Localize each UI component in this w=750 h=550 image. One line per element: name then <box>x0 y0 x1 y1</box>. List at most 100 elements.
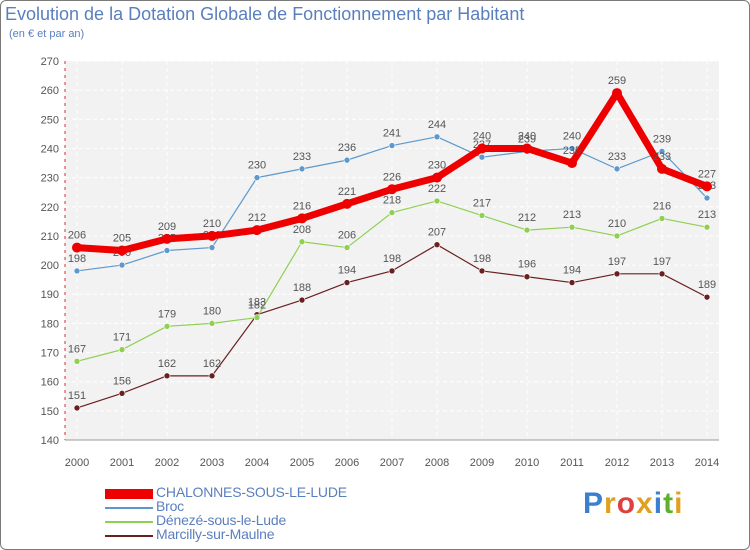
data-point <box>208 244 216 251</box>
chart-subtitle: (en € et par an) <box>9 28 85 40</box>
data-point <box>118 390 126 397</box>
data-label: 156 <box>113 375 131 387</box>
data-point <box>342 198 352 209</box>
data-label: 213 <box>698 209 716 221</box>
data-label: 194 <box>338 265 356 277</box>
data-label: 216 <box>293 200 311 212</box>
y-tick-label: 190 <box>41 289 59 301</box>
data-point <box>432 172 442 183</box>
data-label: 218 <box>383 195 401 207</box>
data-point <box>162 233 172 244</box>
data-point <box>522 143 532 154</box>
data-label: 236 <box>338 142 356 154</box>
y-tick-label: 220 <box>41 202 59 214</box>
data-point <box>433 133 441 141</box>
data-label: 198 <box>68 253 86 265</box>
data-point <box>478 212 486 219</box>
logo-letter: o <box>616 487 637 520</box>
data-point <box>73 404 81 412</box>
x-tick-label: 2006 <box>335 457 359 469</box>
data-point <box>253 174 261 181</box>
data-label: 207 <box>428 227 446 239</box>
logo-letter: i <box>674 487 684 520</box>
x-tick-label: 2004 <box>245 457 269 469</box>
data-label: 240 <box>563 130 581 142</box>
data-point <box>658 215 666 222</box>
data-point <box>207 230 217 241</box>
data-point <box>343 156 351 164</box>
legend-label: Dénezé-sous-le-Lude <box>156 512 287 528</box>
x-tick-label: 2007 <box>380 457 404 469</box>
data-label: 240 <box>473 130 491 142</box>
data-point <box>478 267 486 275</box>
data-point <box>658 270 666 278</box>
data-label: 259 <box>608 75 626 87</box>
y-tick-label: 200 <box>41 260 59 272</box>
x-tick-label: 2010 <box>515 457 539 469</box>
data-point <box>118 346 126 353</box>
data-label: 197 <box>653 256 671 268</box>
data-point <box>612 88 622 99</box>
data-label: 196 <box>518 259 536 271</box>
y-tick-label: 250 <box>41 114 59 126</box>
data-point <box>343 279 351 286</box>
data-label: 230 <box>428 160 446 172</box>
data-label: 188 <box>293 282 311 294</box>
x-tick-label: 2003 <box>200 457 224 469</box>
legend-label: Broc <box>156 498 184 514</box>
data-label: 182 <box>248 300 266 312</box>
data-label: 239 <box>653 133 671 145</box>
legend-label: CHALONNES-SOUS-LE-LUDE <box>156 484 347 500</box>
data-label: 162 <box>203 358 221 370</box>
data-point <box>388 267 396 275</box>
data-label: 240 <box>518 130 536 142</box>
data-label: 216 <box>653 200 671 212</box>
proxiti-logo: Proxiti <box>583 487 683 521</box>
data-point <box>658 148 666 155</box>
data-label: 206 <box>338 230 356 242</box>
data-point <box>568 145 576 152</box>
data-label: 233 <box>608 151 626 163</box>
data-point <box>433 241 441 248</box>
data-label: 194 <box>563 265 581 277</box>
y-tick-label: 180 <box>41 318 59 330</box>
data-label: 209 <box>158 221 176 233</box>
data-label: 227 <box>698 168 716 180</box>
data-label: 233 <box>653 151 671 163</box>
x-tick-label: 2009 <box>470 457 494 469</box>
data-label: 241 <box>383 128 401 140</box>
data-point <box>523 273 531 281</box>
data-point <box>433 197 441 205</box>
data-label: 213 <box>563 209 581 221</box>
data-point <box>298 238 306 246</box>
chart-title: Evolution de la Dotation Globale de Fonc… <box>5 4 525 24</box>
logo-letter: r <box>604 487 617 520</box>
data-point <box>298 165 306 173</box>
data-point <box>117 245 127 256</box>
data-point <box>703 194 711 202</box>
data-label: 197 <box>608 256 626 268</box>
data-label: 151 <box>68 390 86 402</box>
data-point <box>388 209 396 216</box>
legend-swatch <box>105 535 153 537</box>
data-label: 235 <box>563 145 581 157</box>
data-label: 212 <box>248 212 266 224</box>
data-label: 171 <box>113 332 131 344</box>
data-point <box>73 267 81 275</box>
x-tick-label: 2012 <box>605 457 629 469</box>
data-point <box>568 279 576 286</box>
y-tick-label: 230 <box>41 173 59 185</box>
data-point <box>568 223 576 231</box>
y-tick-label: 170 <box>41 348 59 360</box>
data-label: 244 <box>428 119 446 131</box>
data-point <box>297 213 307 224</box>
data-label: 198 <box>383 253 401 265</box>
x-tick-label: 2014 <box>695 457 719 469</box>
data-label: 208 <box>293 224 311 236</box>
x-tick-label: 2002 <box>155 457 179 469</box>
y-tick-label: 240 <box>41 143 59 155</box>
data-label: 179 <box>158 308 176 320</box>
data-label: 205 <box>113 233 131 245</box>
